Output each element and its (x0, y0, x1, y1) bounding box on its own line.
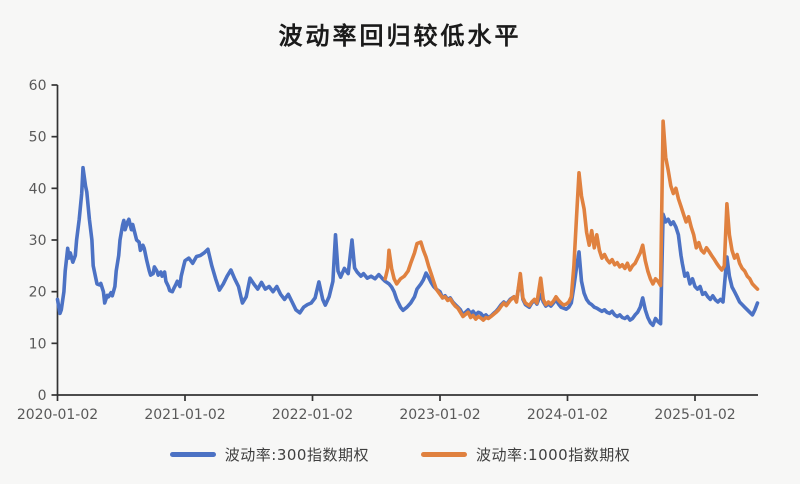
y-tick-label: 50 (29, 130, 47, 146)
y-tick-label: 30 (29, 233, 47, 249)
y-tick-label: 0 (38, 388, 47, 404)
legend-label-1000: 波动率:1000指数期权 (475, 446, 631, 464)
series-line-300 (55, 165, 760, 328)
legend-item-1000[interactable]: 波动率:1000指数期权 (420, 444, 631, 465)
x-tick-label: 2020-01-02 (17, 407, 98, 423)
x-tick-label: 2021-01-02 (144, 407, 225, 423)
legend-swatch-300-line (169, 452, 216, 457)
x-tick-label: 2023-01-02 (399, 407, 480, 423)
legend-swatch-1000-line (420, 452, 467, 457)
legend-item-300[interactable]: 波动率:300指数期权 (169, 444, 369, 465)
series-line-1000 (383, 119, 760, 322)
y-tick-label: 20 (29, 285, 47, 301)
y-tick-label: 40 (29, 181, 47, 197)
legend: 波动率:300指数期权 波动率:1000指数期权 (0, 444, 800, 465)
y-tick-label: 60 (29, 78, 47, 94)
chart-title: 波动率回归较低水平 (278, 21, 522, 50)
legend-label-300: 波动率:300指数期权 (224, 446, 369, 464)
x-tick-label: 2025-01-02 (654, 407, 735, 423)
x-tick-label: 2022-01-02 (272, 407, 353, 423)
y-tick-label: 10 (29, 336, 47, 352)
x-tick-label: 2024-01-02 (527, 407, 608, 423)
